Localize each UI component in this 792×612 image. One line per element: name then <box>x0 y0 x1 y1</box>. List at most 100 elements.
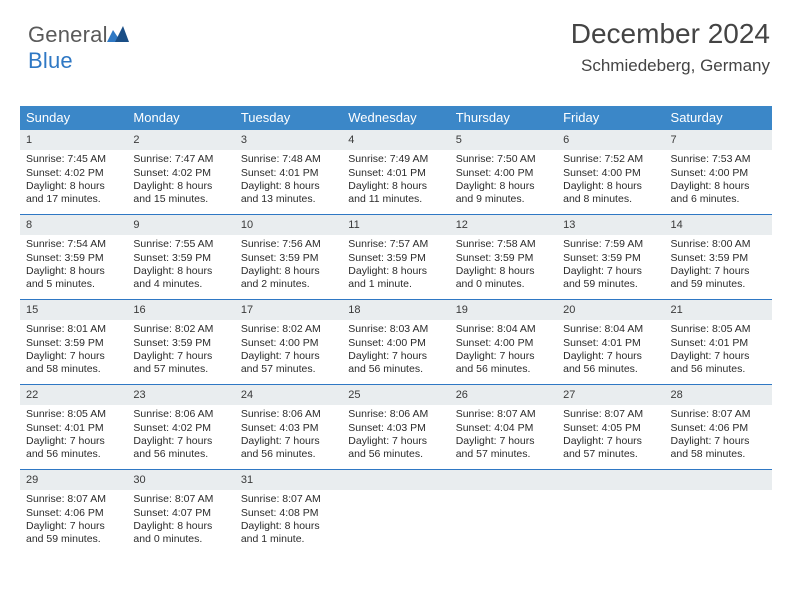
day-cell: 13Sunrise: 7:59 AMSunset: 3:59 PMDayligh… <box>557 215 664 299</box>
day-number: 22 <box>20 385 127 405</box>
day-sunrise: Sunrise: 8:04 AM <box>563 323 658 336</box>
day-number: 8 <box>20 215 127 235</box>
day-body: Sunrise: 8:06 AMSunset: 4:03 PMDaylight:… <box>342 405 449 468</box>
day-body: Sunrise: 7:53 AMSunset: 4:00 PMDaylight:… <box>665 150 772 213</box>
day-number: 1 <box>20 130 127 150</box>
day-cell: 18Sunrise: 8:03 AMSunset: 4:00 PMDayligh… <box>342 300 449 384</box>
brand-mark-icon <box>107 22 129 47</box>
day-number: 23 <box>127 385 234 405</box>
day-number: . <box>450 470 557 490</box>
day-sunset: Sunset: 3:59 PM <box>133 337 228 350</box>
day-day2: and 6 minutes. <box>671 193 766 206</box>
day-sunset: Sunset: 4:02 PM <box>26 167 121 180</box>
day-day1: Daylight: 7 hours <box>26 435 121 448</box>
day-cell: 3Sunrise: 7:48 AMSunset: 4:01 PMDaylight… <box>235 130 342 214</box>
day-sunrise: Sunrise: 8:00 AM <box>671 238 766 251</box>
day-number: . <box>342 470 449 490</box>
day-day1: Daylight: 7 hours <box>563 350 658 363</box>
day-sunrise: Sunrise: 8:07 AM <box>241 493 336 506</box>
week-row: 8Sunrise: 7:54 AMSunset: 3:59 PMDaylight… <box>20 215 772 300</box>
day-sunrise: Sunrise: 7:48 AM <box>241 153 336 166</box>
day-body: Sunrise: 8:07 AMSunset: 4:07 PMDaylight:… <box>127 490 234 553</box>
day-cell: 6Sunrise: 7:52 AMSunset: 4:00 PMDaylight… <box>557 130 664 214</box>
day-day2: and 0 minutes. <box>133 533 228 546</box>
day-sunset: Sunset: 3:59 PM <box>456 252 551 265</box>
day-body: Sunrise: 8:07 AMSunset: 4:06 PMDaylight:… <box>20 490 127 553</box>
day-sunset: Sunset: 4:00 PM <box>671 167 766 180</box>
day-day2: and 56 minutes. <box>563 363 658 376</box>
day-day1: Daylight: 8 hours <box>348 180 443 193</box>
day-sunset: Sunset: 3:59 PM <box>26 252 121 265</box>
brand-word2: Blue <box>28 48 73 73</box>
day-sunrise: Sunrise: 7:49 AM <box>348 153 443 166</box>
day-number: 10 <box>235 215 342 235</box>
day-body: Sunrise: 8:07 AMSunset: 4:04 PMDaylight:… <box>450 405 557 468</box>
day-day1: Daylight: 7 hours <box>348 435 443 448</box>
day-sunrise: Sunrise: 7:47 AM <box>133 153 228 166</box>
day-day1: Daylight: 8 hours <box>456 180 551 193</box>
day-day2: and 13 minutes. <box>241 193 336 206</box>
day-day2: and 9 minutes. <box>456 193 551 206</box>
weekday-header: Tuesday <box>235 106 342 130</box>
day-body: Sunrise: 8:04 AMSunset: 4:01 PMDaylight:… <box>557 320 664 383</box>
day-day1: Daylight: 8 hours <box>348 265 443 278</box>
day-cell: 8Sunrise: 7:54 AMSunset: 3:59 PMDaylight… <box>20 215 127 299</box>
day-cell: 20Sunrise: 8:04 AMSunset: 4:01 PMDayligh… <box>557 300 664 384</box>
day-body: Sunrise: 7:49 AMSunset: 4:01 PMDaylight:… <box>342 150 449 213</box>
day-body: Sunrise: 8:07 AMSunset: 4:08 PMDaylight:… <box>235 490 342 553</box>
day-sunrise: Sunrise: 8:07 AM <box>26 493 121 506</box>
day-sunset: Sunset: 4:06 PM <box>671 422 766 435</box>
day-body: Sunrise: 7:54 AMSunset: 3:59 PMDaylight:… <box>20 235 127 298</box>
day-sunrise: Sunrise: 7:53 AM <box>671 153 766 166</box>
day-day1: Daylight: 7 hours <box>671 435 766 448</box>
day-body: Sunrise: 7:58 AMSunset: 3:59 PMDaylight:… <box>450 235 557 298</box>
day-day1: Daylight: 8 hours <box>241 180 336 193</box>
day-day1: Daylight: 7 hours <box>26 520 121 533</box>
day-day2: and 0 minutes. <box>456 278 551 291</box>
week-row: 22Sunrise: 8:05 AMSunset: 4:01 PMDayligh… <box>20 385 772 470</box>
day-sunrise: Sunrise: 8:07 AM <box>456 408 551 421</box>
day-day2: and 2 minutes. <box>241 278 336 291</box>
day-cell: 21Sunrise: 8:05 AMSunset: 4:01 PMDayligh… <box>665 300 772 384</box>
day-body: Sunrise: 7:52 AMSunset: 4:00 PMDaylight:… <box>557 150 664 213</box>
day-cell: 15Sunrise: 8:01 AMSunset: 3:59 PMDayligh… <box>20 300 127 384</box>
day-cell: 28Sunrise: 8:07 AMSunset: 4:06 PMDayligh… <box>665 385 772 469</box>
day-sunrise: Sunrise: 7:55 AM <box>133 238 228 251</box>
day-number: . <box>557 470 664 490</box>
day-body: Sunrise: 7:55 AMSunset: 3:59 PMDaylight:… <box>127 235 234 298</box>
day-day2: and 57 minutes. <box>133 363 228 376</box>
day-sunset: Sunset: 4:01 PM <box>671 337 766 350</box>
day-sunset: Sunset: 4:01 PM <box>26 422 121 435</box>
day-day2: and 56 minutes. <box>241 448 336 461</box>
day-cell: . <box>450 470 557 554</box>
day-day1: Daylight: 7 hours <box>456 435 551 448</box>
day-sunrise: Sunrise: 8:02 AM <box>133 323 228 336</box>
day-cell: 7Sunrise: 7:53 AMSunset: 4:00 PMDaylight… <box>665 130 772 214</box>
day-sunset: Sunset: 3:59 PM <box>133 252 228 265</box>
day-sunset: Sunset: 4:00 PM <box>563 167 658 180</box>
title-block: December 2024 Schmiedeberg, Germany <box>571 18 770 76</box>
brand-logo: GeneralBlue <box>28 22 129 74</box>
day-sunset: Sunset: 4:04 PM <box>456 422 551 435</box>
day-number: 30 <box>127 470 234 490</box>
day-sunrise: Sunrise: 8:02 AM <box>241 323 336 336</box>
day-sunset: Sunset: 4:00 PM <box>348 337 443 350</box>
day-day1: Daylight: 7 hours <box>671 265 766 278</box>
day-cell: 31Sunrise: 8:07 AMSunset: 4:08 PMDayligh… <box>235 470 342 554</box>
day-cell: 5Sunrise: 7:50 AMSunset: 4:00 PMDaylight… <box>450 130 557 214</box>
day-body: Sunrise: 8:05 AMSunset: 4:01 PMDaylight:… <box>20 405 127 468</box>
day-cell: 22Sunrise: 8:05 AMSunset: 4:01 PMDayligh… <box>20 385 127 469</box>
day-number: 11 <box>342 215 449 235</box>
day-number: 17 <box>235 300 342 320</box>
day-number: 16 <box>127 300 234 320</box>
day-number: 3 <box>235 130 342 150</box>
weekday-header-row: Sunday Monday Tuesday Wednesday Thursday… <box>20 106 772 130</box>
day-day2: and 1 minute. <box>241 533 336 546</box>
day-day1: Daylight: 8 hours <box>26 180 121 193</box>
day-day1: Daylight: 8 hours <box>241 265 336 278</box>
day-sunset: Sunset: 4:00 PM <box>241 337 336 350</box>
day-body: Sunrise: 8:00 AMSunset: 3:59 PMDaylight:… <box>665 235 772 298</box>
day-cell: 27Sunrise: 8:07 AMSunset: 4:05 PMDayligh… <box>557 385 664 469</box>
day-cell: 16Sunrise: 8:02 AMSunset: 3:59 PMDayligh… <box>127 300 234 384</box>
day-cell: 10Sunrise: 7:56 AMSunset: 3:59 PMDayligh… <box>235 215 342 299</box>
